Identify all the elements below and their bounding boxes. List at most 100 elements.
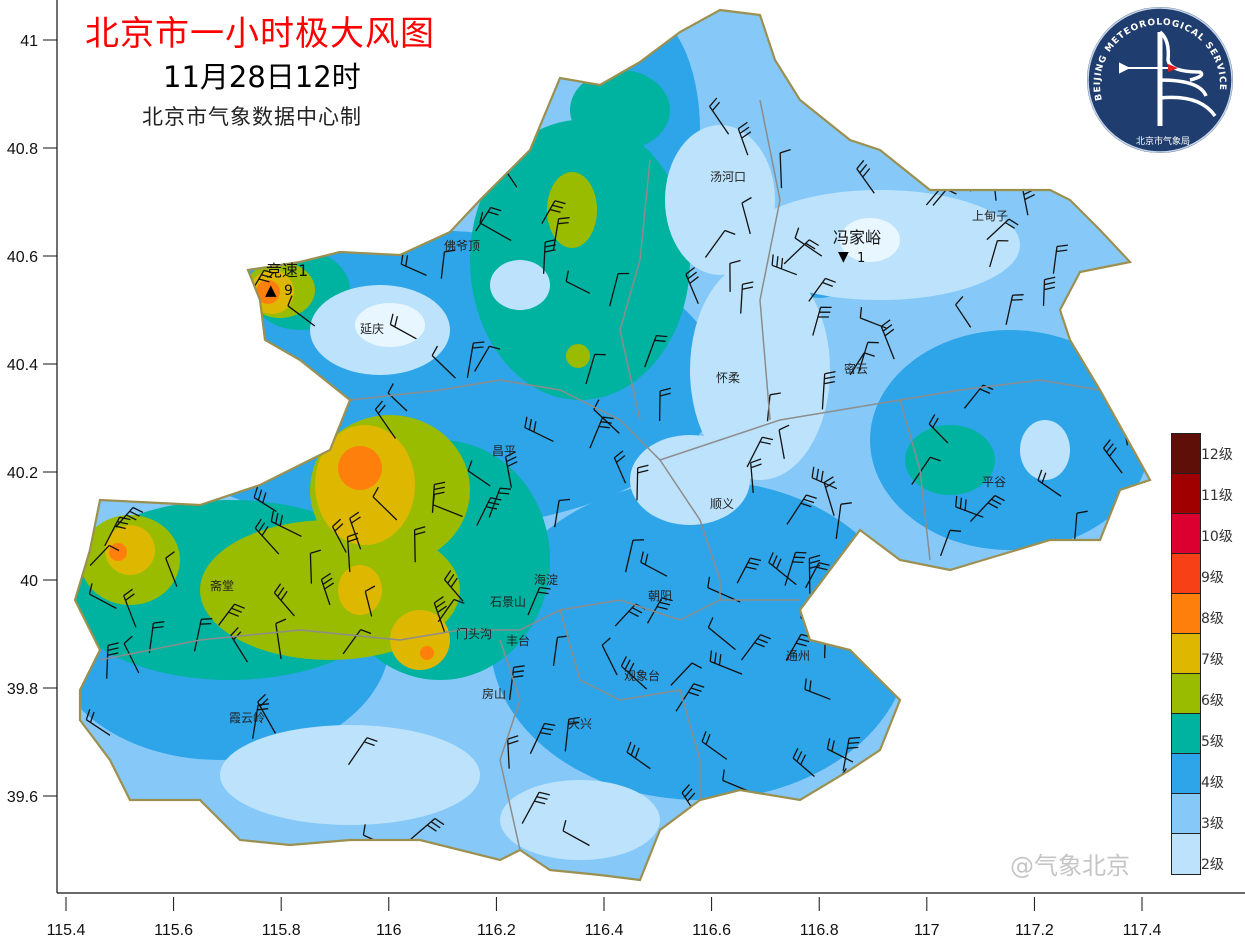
legend-label: 10级 xyxy=(1201,529,1233,545)
wind-barb xyxy=(823,476,836,516)
wind-barb xyxy=(562,820,590,847)
wind-barb xyxy=(181,411,215,438)
wind-barb xyxy=(507,735,519,769)
place-label: 丰台 xyxy=(506,633,530,648)
wind-barb xyxy=(1037,469,1062,497)
wind-barb xyxy=(969,494,1005,523)
map-title: 北京市一小时极大风图 xyxy=(85,14,435,54)
wind-barb xyxy=(254,518,280,555)
wind-barb xyxy=(928,414,949,444)
wind-barb xyxy=(812,306,832,336)
wind-barb xyxy=(856,159,875,194)
wind-barb xyxy=(123,588,137,628)
legend-swatch xyxy=(1172,754,1200,794)
wind-barb xyxy=(227,373,238,408)
wind-barb xyxy=(257,693,276,734)
wind-barb xyxy=(443,570,464,602)
wind-barb xyxy=(974,683,998,717)
legend-label: 8级 xyxy=(1201,611,1224,627)
wind-barb xyxy=(1073,510,1088,542)
legend-label: 12级 xyxy=(1201,447,1233,463)
wind-barb xyxy=(437,598,465,623)
place-label: 密云 xyxy=(844,361,868,376)
wind-barb xyxy=(309,549,322,584)
place-label: 斋堂 xyxy=(210,578,234,593)
wind-barb xyxy=(1031,102,1057,132)
wind-barb xyxy=(115,506,144,528)
place-label: 顺义 xyxy=(710,497,734,511)
x-tick-label: 116.8 xyxy=(800,922,839,939)
wind-barb xyxy=(184,216,214,243)
wind-barb xyxy=(165,551,178,587)
wind-barb xyxy=(1105,736,1134,769)
wind-barb xyxy=(640,551,668,577)
wind-barb xyxy=(226,253,252,281)
wind-barb xyxy=(842,736,861,771)
wind-barb xyxy=(441,148,460,188)
wind-barb xyxy=(897,703,924,728)
wind-barb xyxy=(989,239,1009,268)
wind-barb xyxy=(1022,771,1036,811)
wind-barb xyxy=(504,451,518,488)
y-tick-label: 40.6 xyxy=(7,249,38,266)
wind-barb xyxy=(270,510,302,537)
wind-barb xyxy=(474,345,501,372)
wind-barb xyxy=(963,384,994,409)
wind-barb xyxy=(646,597,673,624)
place-label: 通州 xyxy=(786,649,810,663)
wind-barb xyxy=(955,495,984,518)
legend-label: 3级 xyxy=(1201,816,1224,832)
wind-barb xyxy=(488,487,512,518)
wind-barb xyxy=(785,633,812,661)
wind-barb xyxy=(114,222,138,255)
wind-barb xyxy=(993,633,1024,657)
wind-barb xyxy=(91,251,104,293)
wind-barb xyxy=(1058,142,1078,173)
legend-label: 4级 xyxy=(1201,775,1224,791)
wind-barb xyxy=(253,486,277,513)
wind-barb xyxy=(1058,660,1082,691)
wind-barb xyxy=(709,97,730,135)
wind-barb xyxy=(804,678,831,700)
wind-barb xyxy=(990,707,1005,737)
wind-barb xyxy=(626,741,651,770)
wind-barb xyxy=(1031,682,1059,712)
wind-barb xyxy=(951,763,984,790)
wind-barb xyxy=(624,539,645,573)
wind-barb xyxy=(869,792,895,818)
wind-barb xyxy=(826,738,854,763)
wind-barb xyxy=(125,225,138,263)
wind-barb xyxy=(405,183,420,220)
wind-barb xyxy=(1000,709,1014,745)
wind-barb xyxy=(746,436,774,468)
wind-barb xyxy=(389,313,417,340)
wind-barb xyxy=(480,103,494,140)
legend-swatch xyxy=(1172,434,1200,474)
wind-barb xyxy=(123,635,140,674)
station-fengjiayu-value: 1 xyxy=(857,251,865,266)
wind-barb xyxy=(741,196,752,235)
wind-barb xyxy=(431,345,456,379)
wind-barb xyxy=(95,203,120,229)
wind-barb xyxy=(1052,244,1068,274)
wind-barb xyxy=(589,416,614,449)
legend-swatch xyxy=(1172,554,1200,594)
wind-barb xyxy=(736,557,762,584)
wind-barb xyxy=(992,820,1027,846)
wind-barb xyxy=(565,270,591,294)
wind-barb xyxy=(109,436,121,469)
wind-barb xyxy=(554,498,571,528)
wind-barb xyxy=(331,518,347,553)
y-tick-label: 40 xyxy=(20,573,38,590)
x-tick-label: 115.6 xyxy=(154,922,193,939)
wind-barb xyxy=(148,621,165,654)
wind-barb xyxy=(750,458,762,493)
x-axis: 115.4 115.6 115.8 116 116.2 116.4 116.6 116.8 11… xyxy=(47,897,1162,939)
wind-barb xyxy=(701,731,728,760)
wind-barb xyxy=(342,628,372,655)
wind-barb xyxy=(979,126,1009,157)
wind-barb xyxy=(1099,605,1113,643)
wind-barb xyxy=(939,529,962,557)
wind-barb xyxy=(740,281,754,314)
place-label: 佛爷顶 xyxy=(444,239,480,253)
